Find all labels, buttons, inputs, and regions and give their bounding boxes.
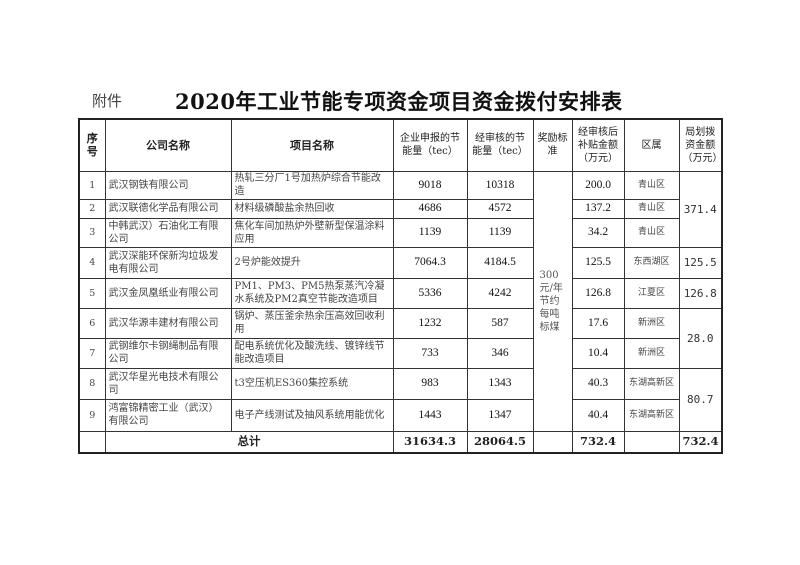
table-row: 8 武汉华星光电技术有限公司 t3空压机ES360集控系统 983 1343 40.3 东湖… (78, 367, 723, 432)
table-row: 6 武汉华源丰建材有限公司 锅炉、蒸压釜余热余压高效回收利用 1232 587 17.6 新… (78, 307, 723, 369)
district: 东湖高新区 (623, 398, 680, 432)
table-row: 9 鸿富锦精密工业（武汉）有限公司 电子产线测试及抽风系统用能优化 1443 1347 4… (78, 398, 722, 432)
header-company: 公司名称 (104, 118, 232, 172)
table-row: 1 武汉钢铁有限公司 热轧三分厂1号加热炉综合节能改造 9018 10318 300元/年… (78, 170, 723, 432)
company-name: 中韩武汉）石油化工有限公司 (104, 217, 232, 248)
company-name: 武汉华源丰建材有限公司 (104, 307, 232, 339)
total-row: 总计 31634.3 28064.5 732.4 732.4 (78, 430, 723, 453)
project-name: 配电系统优化及酸洗线、镀锌线节能改造项目 (230, 337, 394, 369)
row-seq: 7 (78, 337, 106, 369)
allocated-amount: 371.4 (678, 170, 723, 248)
district: 青山区 (623, 198, 680, 219)
approved-saving: 1139 (466, 217, 534, 248)
page-title: 2020年工业节能专项资金项目资金拨付安排表 (175, 89, 623, 114)
row-seq: 6 (78, 307, 106, 339)
approved-saving: 4572 (466, 198, 534, 219)
approved-saving: 346 (466, 337, 534, 369)
header-reported: 企业申报的节能量（tec） (392, 118, 468, 172)
total-approved: 28064.5 (466, 430, 534, 453)
district: 东湖高新区 (623, 367, 680, 400)
total-label: 总计 (104, 430, 394, 453)
subsidy-amount: 125.5 (571, 246, 625, 279)
company-name: 武汉深能环保新沟垃圾发电有限公司 (104, 246, 232, 279)
project-name: PM1、PM3、PM5热泵蒸汽冷凝水系统及PM2真空节能改造项目 (230, 277, 394, 309)
subsidy-amount: 40.4 (571, 398, 625, 432)
subsidy-amount: 17.6 (571, 307, 625, 339)
district: 江夏区 (623, 277, 680, 309)
reported-saving: 1232 (392, 307, 468, 339)
header-project: 项目名称 (230, 118, 394, 172)
row-seq: 2 (78, 198, 106, 219)
table-row: 7 武钢维尔卡钢绳制品有限公司 配电系统优化及酸洗线、镀锌线节能改造项目 733 346… (78, 337, 722, 369)
reported-saving: 5336 (392, 277, 468, 309)
project-name: 热轧三分厂1号加热炉综合节能改造 (230, 170, 394, 200)
project-name: 材料级磷酸盐余热回收 (230, 198, 394, 219)
company-name: 武汉金凤凰纸业有限公司 (104, 277, 232, 309)
header-row: 序号 公司名称 项目名称 企业申报的节能量（tec） 经审核的节能量（tec） … (78, 118, 723, 172)
header-approved: 经审核的节能量（tec） (466, 118, 534, 172)
reported-saving: 1443 (392, 398, 468, 432)
header-allocated: 局划拨资金额（万元） (678, 118, 723, 172)
table-row: 4 武汉深能环保新沟垃圾发电有限公司 2号炉能效提升 7064.3 4184.5 125.… (78, 246, 723, 279)
allocated-amount: 125.5 (678, 246, 723, 279)
project-name: 锅炉、蒸压釜余热余压高效回收利用 (230, 307, 394, 339)
approved-saving: 4242 (466, 277, 534, 309)
allocated-amount: 28.0 (678, 307, 723, 369)
subsidy-amount: 126.8 (571, 277, 625, 309)
row-seq: 9 (78, 398, 106, 432)
row-seq: 3 (78, 217, 106, 248)
reported-saving: 7064.3 (392, 246, 468, 279)
district: 新洲区 (623, 307, 680, 339)
total-allocated: 732.4 (678, 430, 723, 453)
project-name: 焦化车间加热炉外壁新型保温涂料应用 (230, 217, 394, 248)
approved-saving: 1347 (466, 398, 534, 432)
reported-saving: 4686 (392, 198, 468, 219)
district: 青山区 (623, 170, 680, 200)
header-seq: 序号 (78, 118, 106, 172)
row-seq: 4 (78, 246, 106, 279)
approved-saving: 1343 (466, 367, 534, 400)
company-name: 武汉华星光电技术有限公司 (104, 367, 232, 400)
row-seq: 5 (78, 277, 106, 309)
project-name: 2号炉能效提升 (230, 246, 394, 279)
allocated-amount: 126.8 (678, 277, 723, 309)
table-row: 2 武汉联德化学品有限公司 材料级磷酸盐余热回收 4686 4572 137.2 青山区 (78, 198, 722, 219)
header-standard: 奖励标准 (532, 118, 573, 172)
table-row: 3 中韩武汉）石油化工有限公司 焦化车间加热炉外壁新型保温涂料应用 1139 1139 3… (78, 217, 722, 248)
company-name: 武汉联德化学品有限公司 (104, 198, 232, 219)
allocated-amount: 80.7 (678, 367, 723, 432)
row-seq: 1 (78, 170, 106, 200)
approved-saving: 10318 (466, 170, 534, 200)
row-seq: 8 (78, 367, 106, 400)
company-name: 鸿富锦精密工业（武汉）有限公司 (104, 398, 232, 432)
funding-table: 序号 公司名称 项目名称 企业申报的节能量（tec） 经审核的节能量（tec） … (78, 118, 723, 454)
reported-saving: 1139 (392, 217, 468, 248)
subsidy-amount: 40.3 (571, 367, 625, 400)
district: 新洲区 (623, 337, 680, 369)
reward-standard: 300元/年节约每吨标煤 (532, 170, 573, 432)
subsidy-amount: 137.2 (571, 198, 625, 219)
header-district: 区属 (623, 118, 680, 172)
approved-saving: 587 (466, 307, 534, 339)
district: 青山区 (623, 217, 680, 248)
district: 东西湖区 (623, 246, 680, 279)
total-reported: 31634.3 (392, 430, 468, 453)
table-row: 5 武汉金凤凰纸业有限公司 PM1、PM3、PM5热泵蒸汽冷凝水系统及PM2真空节能… (78, 277, 723, 309)
project-name: t3空压机ES360集控系统 (230, 367, 394, 400)
project-name: 电子产线测试及抽风系统用能优化 (230, 398, 394, 432)
subsidy-amount: 34.2 (571, 217, 625, 248)
company-name: 武钢维尔卡钢绳制品有限公司 (104, 337, 232, 369)
approved-saving: 4184.5 (466, 246, 534, 279)
subsidy-amount: 10.4 (571, 337, 625, 369)
reported-saving: 733 (392, 337, 468, 369)
header-subsidy: 经审核后补贴金额（万元） (571, 118, 625, 172)
subsidy-amount: 200.0 (571, 170, 625, 200)
total-subsidy: 732.4 (571, 430, 625, 453)
reported-saving: 983 (392, 367, 468, 400)
company-name: 武汉钢铁有限公司 (104, 170, 232, 200)
reported-saving: 9018 (392, 170, 468, 200)
attachment-label: 附件 (92, 92, 123, 110)
